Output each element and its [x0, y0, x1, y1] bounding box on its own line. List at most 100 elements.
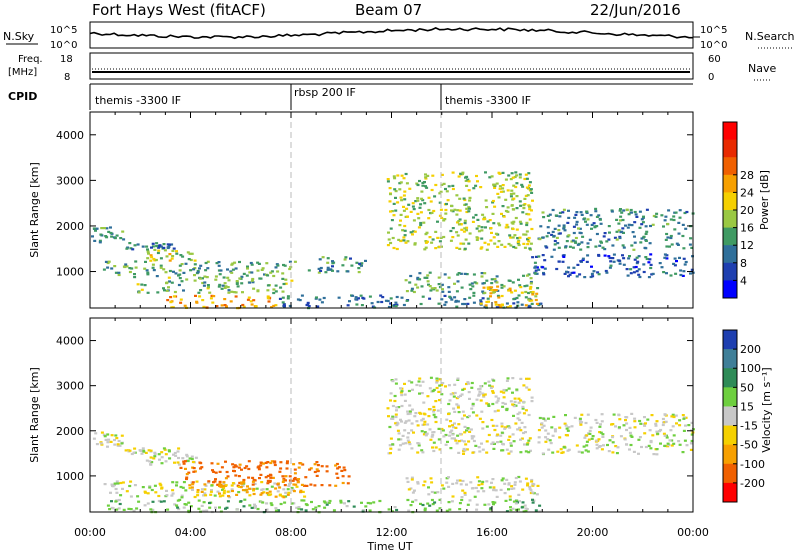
power-cell-12-34 — [637, 255, 641, 258]
velocity-cell-3-21 — [276, 490, 280, 493]
power-cell-6-32 — [272, 304, 276, 307]
velocity-cell-3-104 — [288, 481, 292, 484]
velocity-cell-7-282 — [450, 429, 454, 432]
velocity-cell-8-43 — [531, 484, 535, 487]
power-cell-7-101 — [516, 301, 520, 304]
power-cell-8-108 — [510, 172, 514, 175]
velocity-cell-7-4 — [431, 434, 435, 437]
velocity-cell-9-68 — [601, 435, 605, 438]
power-cell-10-7 — [508, 305, 512, 308]
velocity-cell-9-47 — [681, 451, 685, 454]
power-cell-7-88 — [359, 294, 363, 297]
velocity-cell-7-208 — [475, 414, 479, 417]
velocity-cell-3-19 — [128, 484, 132, 488]
velocity-cell-4-133 — [325, 465, 329, 468]
velocity-cell-8-58 — [481, 480, 485, 483]
power-cell-12-65 — [608, 266, 612, 269]
power-cell-4-37 — [227, 279, 231, 282]
velocity-cell-7-356 — [480, 442, 483, 445]
velocity-cell-6-112 — [261, 501, 265, 504]
power-cell-8-222 — [442, 235, 446, 239]
velocity-cell-7-383 — [471, 411, 475, 414]
velocity-cell-5-13 — [278, 494, 282, 497]
power-cell-9-33 — [529, 277, 533, 280]
power-cell-8-127 — [430, 241, 434, 244]
power-cell-12-24 — [684, 260, 688, 264]
power-cell-12-116 — [634, 265, 638, 269]
velocity-cell-9-185 — [595, 439, 599, 442]
velocity-cell-2-1 — [194, 456, 198, 459]
power-cell-2-12 — [154, 258, 158, 262]
power-cell-8-241 — [527, 172, 531, 175]
velocity-cell-9-131 — [559, 448, 563, 451]
power-cell-6-36 — [169, 296, 173, 299]
power-cell-8-205 — [440, 216, 444, 219]
power-cell-4-45 — [252, 287, 256, 290]
power-cell-3-59 — [230, 263, 234, 266]
power-cell-12-22 — [555, 267, 559, 271]
velocity-cell-7-164 — [431, 446, 434, 449]
power-cell-9-31 — [490, 282, 494, 285]
power-cell-8-186 — [512, 192, 516, 195]
velocity-cell-7-192 — [521, 407, 525, 410]
power-cell-9-67 — [432, 288, 436, 291]
power-cell-1-16 — [146, 248, 149, 251]
power-cell-10-39 — [527, 298, 531, 301]
power-cell-4-35 — [170, 281, 174, 284]
velocity-cell-2-7 — [150, 461, 154, 464]
power-cell-11-66 — [645, 208, 649, 211]
velocity-cell-7-362 — [519, 438, 522, 441]
velocity-cell-7-120 — [468, 397, 471, 400]
velocity-cell-5-34 — [245, 488, 249, 491]
velocity-cell-6-111 — [200, 504, 204, 507]
power-cell-8-277 — [530, 209, 533, 212]
power-cell-2-1 — [147, 252, 150, 255]
velocity-cell-7-122 — [493, 442, 496, 445]
velocity-cell-7-341 — [433, 416, 437, 419]
power-cell-8-373 — [528, 247, 532, 250]
power-cell-9-80 — [529, 291, 533, 294]
velocity-cell-5-26 — [224, 484, 228, 487]
velocity-cell-8-63 — [463, 491, 467, 494]
power-cell-8-124 — [475, 238, 479, 241]
power-cell-3-57 — [293, 260, 297, 263]
velocity-cell-8-49 — [517, 475, 521, 479]
velocity-cell-7-270 — [444, 443, 448, 446]
velocity-cell-9-86 — [648, 429, 652, 432]
velocity-cell-7-210 — [460, 393, 464, 396]
velocity-cell-7-56 — [416, 424, 420, 427]
velocity-cell-4-7 — [188, 484, 192, 487]
velocity-cell-7-361 — [453, 437, 456, 440]
power-cell-8-42 — [485, 206, 489, 209]
velocity-cell-9-206 — [560, 451, 564, 454]
power-cell-6-8 — [225, 305, 228, 308]
velocity-cell-4-147 — [273, 460, 277, 463]
power-cell-8-158 — [485, 248, 489, 251]
power-cell-8-346 — [501, 171, 505, 174]
power-cell-11-169 — [644, 247, 648, 250]
velocity-cell-6-93 — [339, 499, 343, 502]
power-cell-8-337 — [416, 183, 420, 187]
velocity-cell-0-25 — [94, 432, 98, 435]
power-cell-10-4 — [535, 302, 539, 305]
velocity-cell-1-22 — [177, 447, 181, 450]
velocity-cell-7-49 — [522, 400, 526, 403]
power-cell-12-45 — [543, 259, 547, 262]
power-cell-11-140 — [566, 221, 570, 224]
velocity-cell-3-41 — [110, 483, 114, 486]
power-cell-12-53 — [541, 254, 545, 257]
velocity-cell-3-80 — [290, 486, 294, 490]
velocity-cell-0-3 — [106, 441, 110, 444]
power-cell-3-93 — [102, 268, 106, 271]
power-cell-8-102 — [523, 246, 527, 249]
power-cell-4-28 — [226, 286, 230, 289]
velocity-cell-6-116 — [448, 508, 452, 511]
velocity-cell-8-88 — [476, 476, 480, 479]
velocity-cell-7-53 — [432, 413, 436, 416]
power-cell-0-20 — [98, 241, 102, 244]
velocity-cell-4-102 — [334, 484, 338, 487]
power-cell-8-370 — [523, 197, 527, 200]
velocity-cell-6-82 — [438, 498, 442, 501]
power-cell-11-164 — [594, 210, 598, 213]
velocity-cell-4-112 — [191, 466, 195, 469]
